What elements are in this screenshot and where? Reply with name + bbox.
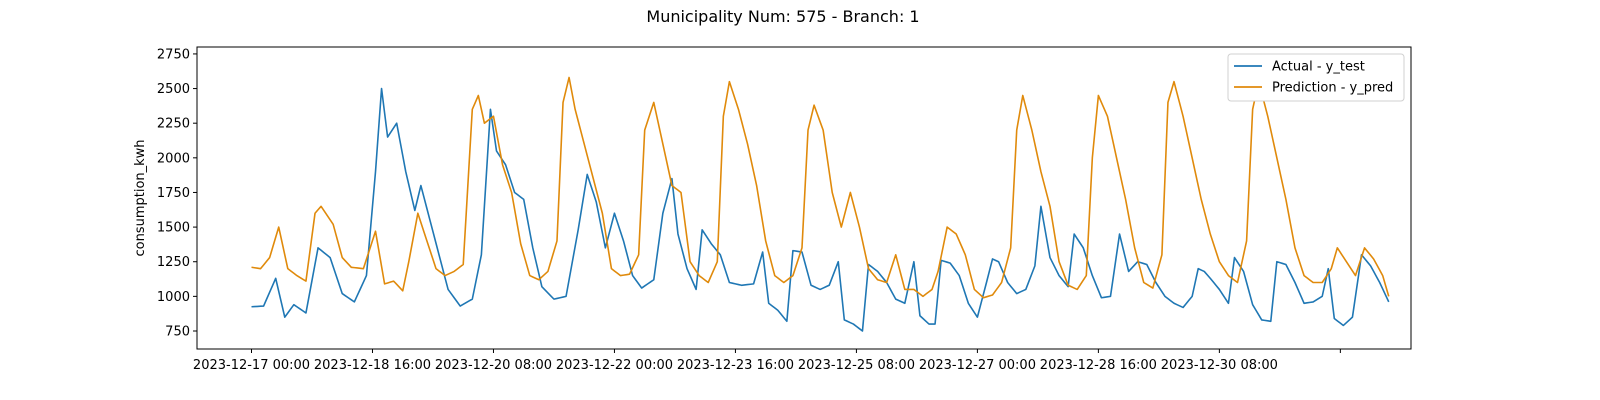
y-tick-label-2: 1250 xyxy=(157,255,190,270)
x-tick-label-7: 2023-12-28 16:00 xyxy=(1040,358,1157,373)
y-axis-label: consumption_kwh xyxy=(133,139,148,256)
legend: Actual - y_test Prediction - y_pred xyxy=(1227,53,1405,102)
x-axis: 2023-12-17 00:00 2023-12-18 16:00 2023-12-… xyxy=(193,349,1341,373)
x-tick-label-6: 2023-12-27 00:00 xyxy=(919,358,1036,373)
chart-title: Municipality Num: 575 - Branch: 1 xyxy=(646,7,919,26)
y-tick-label-1: 1000 xyxy=(157,290,190,305)
legend-label-0: Actual - y_test xyxy=(1272,60,1365,75)
y-tick-label-4: 1750 xyxy=(157,186,190,201)
x-tick-label-3: 2023-12-22 00:00 xyxy=(556,358,673,373)
y-tick-label-0: 750 xyxy=(165,324,190,339)
legend-box xyxy=(1227,53,1405,102)
y-axis: 750 1000 1250 1500 1750 2000 2250 2500 2750 xyxy=(157,47,197,339)
plot-area xyxy=(196,46,1412,350)
x-tick-label-0: 2023-12-17 00:00 xyxy=(193,358,310,373)
plot-frame xyxy=(196,46,1412,350)
x-tick-label-4: 2023-12-23 16:00 xyxy=(677,358,794,373)
y-tick-label-6: 2250 xyxy=(157,117,190,132)
x-tick-label-5: 2023-12-25 08:00 xyxy=(798,358,915,373)
legend-label-1: Prediction - y_pred xyxy=(1272,81,1393,96)
y-tick-label-7: 2500 xyxy=(157,82,190,97)
y-tick-label-3: 1500 xyxy=(157,221,190,236)
series-line-1 xyxy=(251,76,1390,299)
y-tick-label-8: 2750 xyxy=(157,47,190,62)
series-line-0 xyxy=(251,87,1390,332)
x-tick-label-2: 2023-12-20 08:00 xyxy=(435,358,552,373)
x-tick-label-8: 2023-12-30 08:00 xyxy=(1161,358,1278,373)
y-tick-label-5: 2000 xyxy=(157,151,190,166)
x-tick-label-1: 2023-12-18 16:00 xyxy=(314,358,431,373)
